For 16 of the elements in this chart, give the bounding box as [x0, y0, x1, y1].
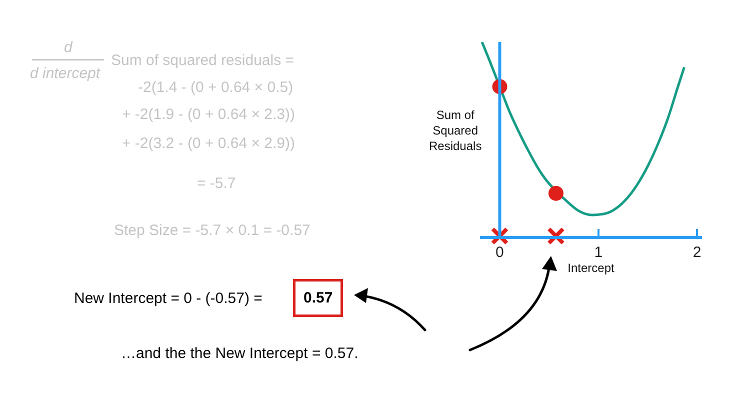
text: = -5.7 — [197, 175, 236, 192]
text: d — [64, 39, 73, 56]
x-tick-label: 0 — [496, 244, 504, 261]
text: d intercept — [30, 65, 101, 82]
text: 0.57 — [304, 290, 333, 306]
text: Sum of squared residuals = — [111, 52, 294, 69]
text: + -2(3.2 - (0 + 0.64 × 2.9)) — [122, 135, 296, 152]
x-axis-title: Intercept — [568, 261, 616, 275]
text: Step Size = -5.7 × 0.1 = -0.57 — [114, 222, 310, 239]
text: …and the the New Intercept = 0.57. — [121, 345, 358, 362]
text: New Intercept = 0 - (-0.57) = — [74, 290, 263, 307]
text: + -2(1.9 - (0 + 0.64 × 2.3)) — [122, 106, 296, 123]
x-tick-label: 1 — [594, 244, 603, 261]
x-tick-label: 2 — [692, 244, 702, 261]
y-axis-title: Sum of Squared Residuals — [429, 108, 482, 154]
text: -2(1.4 - (0 + 0.64 × 0.5) — [138, 79, 294, 96]
